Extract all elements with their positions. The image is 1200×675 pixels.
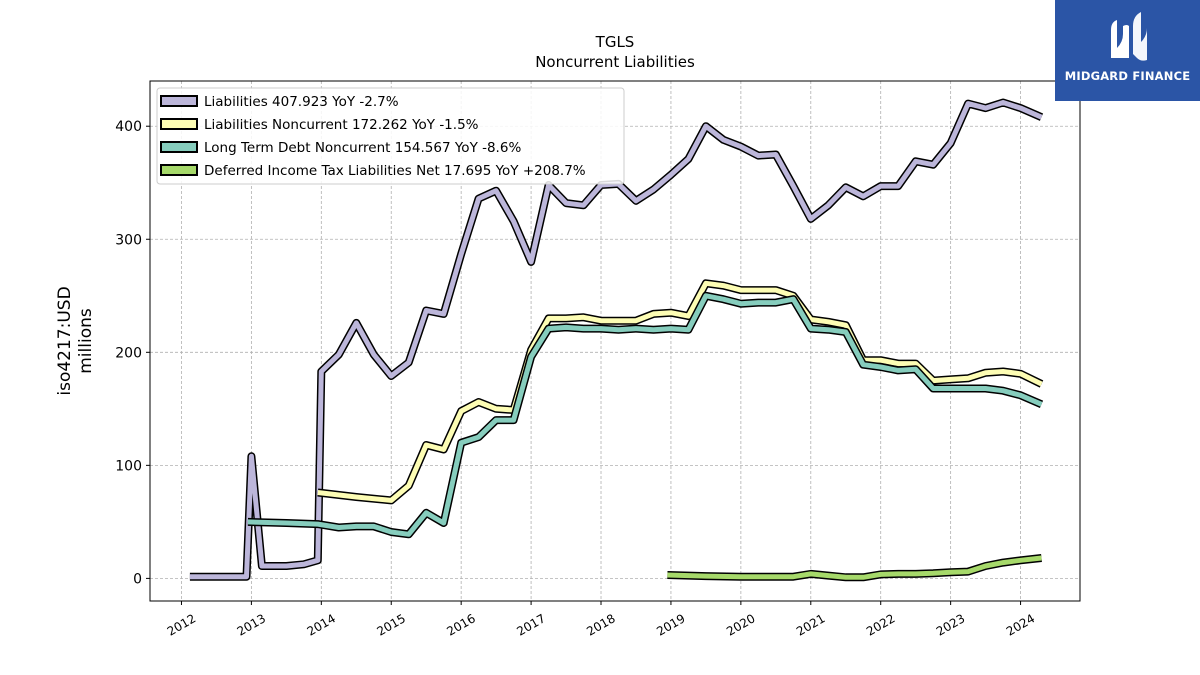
y-tick-label: 400: [115, 119, 142, 135]
series-line: [667, 555, 1042, 580]
brand-name: MIDGARD FINANCE: [1064, 69, 1191, 83]
legend-box: [156, 87, 625, 185]
x-tick-label: 2022: [864, 611, 897, 638]
midgard-logo-icon: [1111, 12, 1147, 61]
x-tick-label: 2024: [1004, 611, 1037, 638]
y-tick-label: 0: [133, 571, 142, 587]
y-tick-label: 200: [115, 345, 142, 361]
series-layer: [189, 98, 1044, 582]
x-tick-label: 2018: [584, 611, 617, 638]
axes: 2012 2013 2014 2015 2016 2017 2018 2019 2020 2021…: [115, 119, 1037, 638]
x-tick-label: 2020: [724, 611, 757, 638]
y-axis-label-text: iso4217:USDmillions: [55, 286, 96, 395]
x-tick-label: 2017: [514, 611, 547, 638]
chart-subtitle: Noncurrent Liabilities: [535, 53, 695, 71]
series-line: [247, 293, 1043, 537]
x-tick-label: 2016: [444, 611, 477, 638]
legend: Liabilities 407.923 YoY -2.7% Liabilities…: [156, 87, 625, 185]
y-tick-label: 300: [115, 232, 142, 248]
series-line: [317, 280, 1043, 503]
legend-swatch: [160, 118, 198, 130]
legend-label: Long Term Debt Noncurrent 154.567 YoY -8…: [204, 140, 521, 156]
x-tick-label: 2014: [305, 611, 338, 638]
y-tick-label: 100: [115, 458, 142, 474]
plot-frame: [149, 80, 1081, 602]
legend-label: Deferred Income Tax Liabilities Net 17.6…: [204, 163, 586, 179]
y-axis-label-line: millions: [76, 308, 96, 374]
y-axis-label-line: iso4217:USD: [55, 286, 75, 395]
brand-logo: MIDGARD FINANCE: [1055, 0, 1200, 101]
y-axis-label: iso4217:USDmillions: [55, 286, 96, 395]
legend-swatch: [160, 164, 198, 176]
x-tick-label: 2021: [794, 611, 827, 638]
legend-swatch: [160, 141, 198, 153]
x-tick-label: 2023: [934, 611, 967, 638]
legend-label: Liabilities Noncurrent 172.262 YoY -1.5%: [204, 117, 479, 133]
legend-label: Liabilities 407.923 YoY -2.7%: [204, 94, 399, 110]
x-tick-label: 2012: [165, 611, 198, 638]
x-tick-label: 2019: [654, 611, 687, 638]
chart-title: TGLS: [595, 33, 635, 51]
legend-swatch: [160, 95, 198, 107]
x-tick-label: 2013: [235, 611, 268, 638]
x-tick-label: 2015: [375, 611, 408, 638]
